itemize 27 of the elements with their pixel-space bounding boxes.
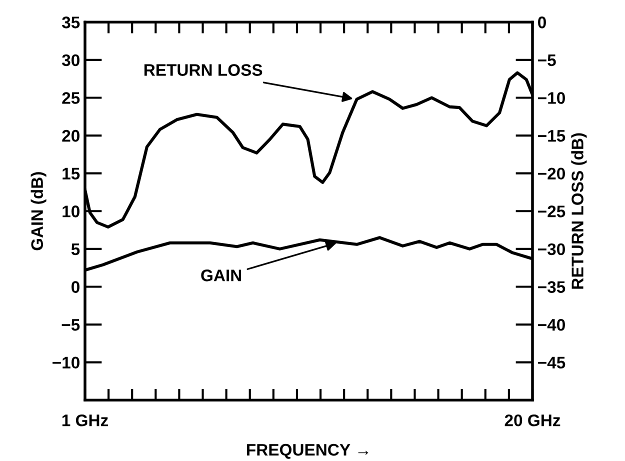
- y-tick-label: −5: [62, 319, 80, 331]
- x-tick-label: 20 GHz: [504, 414, 560, 426]
- y2-tick-label: −10: [538, 92, 565, 104]
- y-tick-label: 25: [62, 92, 80, 104]
- y-tick-label: 20: [62, 130, 80, 142]
- annotation: GAIN: [201, 270, 242, 282]
- y-tick-label: 30: [62, 54, 80, 66]
- y2-tick-label: −5: [538, 54, 556, 66]
- y2-axis-title: RETURN LOSS (dB): [571, 133, 587, 289]
- y-tick-label: 15: [62, 168, 80, 180]
- y2-tick-label: −30: [538, 243, 565, 256]
- y2-tick-label: 0: [538, 16, 546, 28]
- y2-tick-label: −15: [538, 130, 566, 142]
- x-axis-title: FREQUENCY →: [247, 444, 368, 459]
- y-tick-label: −10: [52, 356, 80, 369]
- y2-tick-label: −35: [538, 281, 566, 293]
- x-tick-label: 1 GHz: [62, 414, 108, 426]
- annotation: RETURN LOSS: [144, 64, 262, 76]
- y-tick-label: 0: [72, 281, 80, 293]
- y-axis-title: GAIN (dB): [30, 172, 46, 250]
- y2-tick-label: −40: [538, 318, 565, 331]
- y2-tick-label: −45: [538, 356, 566, 369]
- y-tick-label: 5: [71, 244, 80, 256]
- y2-tick-label: −20: [538, 168, 565, 180]
- y2-tick-label: −25: [538, 206, 566, 218]
- y-tick-label: 10: [62, 206, 80, 218]
- y-tick-label: 35: [62, 16, 80, 28]
